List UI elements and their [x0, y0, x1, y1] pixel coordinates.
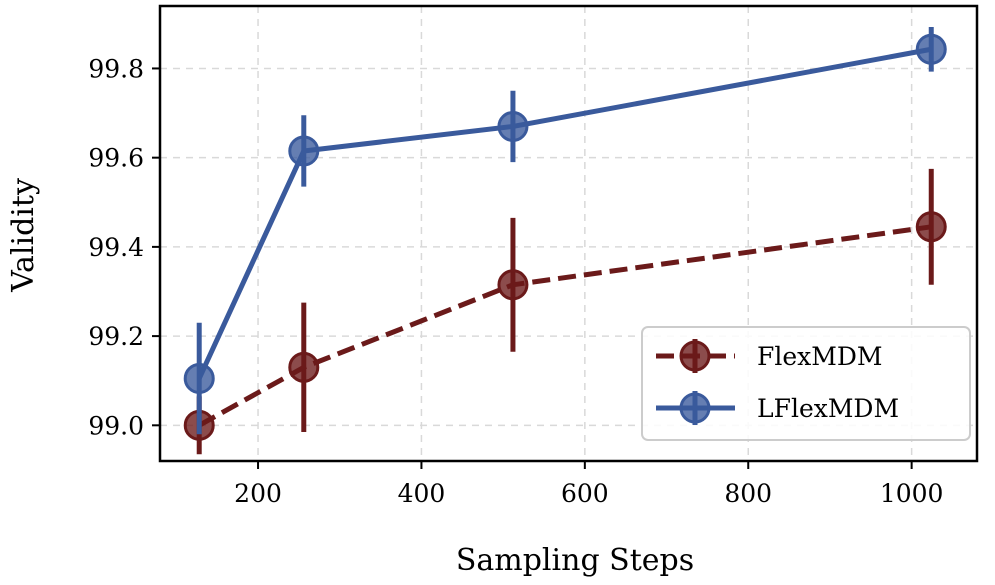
data-point — [288, 351, 320, 383]
series-line-flexmdm — [198, 224, 932, 428]
y-tick-label: 99.8 — [88, 54, 144, 83]
x-tick-label: 800 — [724, 479, 772, 508]
legend: FlexMDM LFlexMDM — [641, 326, 971, 441]
plot-frame — [158, 4, 979, 463]
x-axis-label: Sampling Steps — [456, 543, 694, 578]
y-tick-label: 99.0 — [88, 411, 144, 440]
series-layer — [183, 26, 947, 455]
legend-label-lflexmdm: LFlexMDM — [757, 394, 899, 423]
data-point — [497, 110, 529, 142]
legend-item-lflexmdm: LFlexMDM — [656, 391, 899, 425]
x-tick-label: 1000 — [880, 479, 944, 508]
data-point — [288, 135, 320, 167]
legend-item-flexmdm: FlexMDM — [656, 339, 882, 373]
y-tick-label: 99.4 — [88, 233, 144, 262]
x-tick-label: 200 — [234, 479, 282, 508]
legend-marker — [679, 392, 711, 424]
x-tick-label: 400 — [398, 479, 446, 508]
series-lflexmdm — [183, 26, 947, 435]
data-point — [915, 33, 947, 65]
legend-label-flexmdm: FlexMDM — [757, 342, 882, 371]
y-tick-label: 99.2 — [88, 322, 144, 351]
ticks: 200 400 600 800 1000 99.0 99.2 99.4 99.6 99.8 — [88, 54, 943, 508]
data-point — [183, 362, 215, 394]
x-tick-label: 600 — [561, 479, 609, 508]
data-point — [497, 269, 529, 301]
legend-marker — [679, 340, 711, 372]
series-line-lflexmdm — [196, 46, 932, 380]
data-point — [915, 211, 947, 243]
y-tick-label: 99.6 — [88, 144, 144, 173]
y-axis-label: Validity — [6, 178, 41, 293]
